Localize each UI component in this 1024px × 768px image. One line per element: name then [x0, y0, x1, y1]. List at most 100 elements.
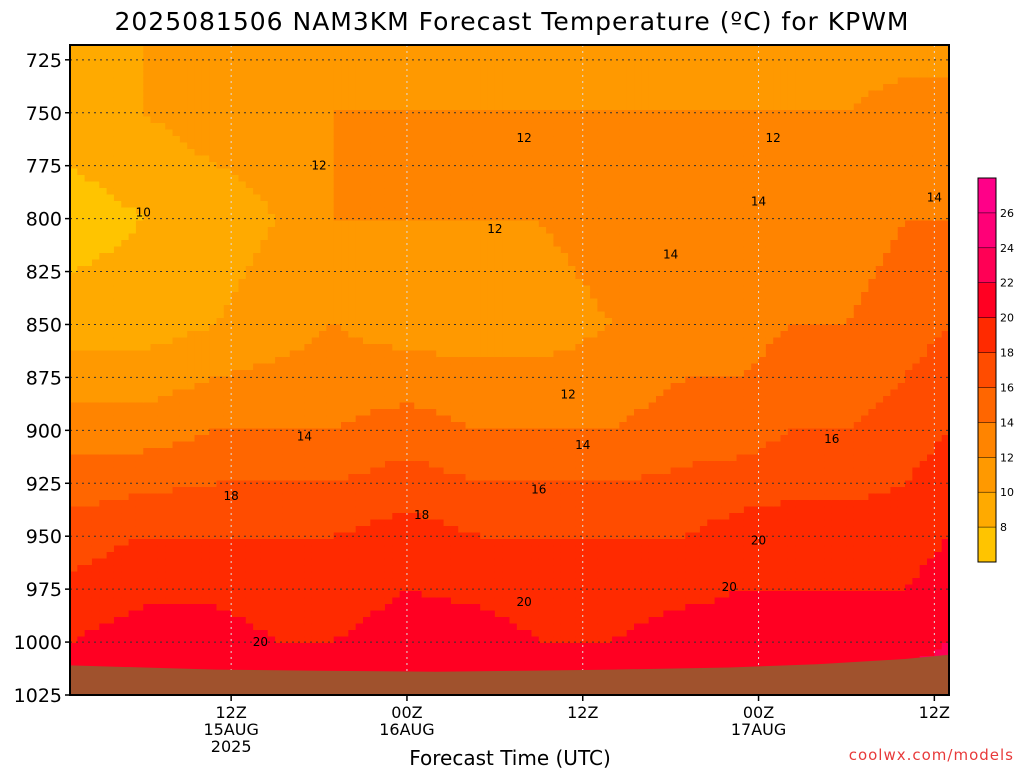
- temperature-cell: [238, 220, 247, 228]
- temperature-cell: [399, 220, 408, 228]
- temperature-cell: [209, 435, 218, 443]
- temperature-cell: [377, 266, 386, 274]
- temperature-cell: [333, 227, 342, 235]
- temperature-cell: [377, 487, 386, 495]
- temperature-cell: [297, 604, 305, 612]
- temperature-cell: [70, 90, 78, 98]
- temperature-cell: [399, 337, 408, 345]
- temperature-cell: [194, 532, 203, 540]
- temperature-cell: [370, 259, 379, 267]
- temperature-cell: [216, 617, 225, 625]
- temperature-cell: [77, 97, 86, 105]
- temperature-cell: [289, 305, 298, 313]
- temperature-cell: [267, 253, 276, 261]
- temperature-cell: [143, 311, 152, 319]
- temperature-cell: [150, 636, 159, 644]
- temperature-cell: [333, 350, 342, 358]
- temperature-cell: [223, 110, 232, 118]
- temperature-cell: [187, 396, 196, 404]
- temperature-cell: [414, 90, 423, 98]
- temperature-cell: [414, 623, 423, 631]
- temperature-cell: [157, 168, 166, 176]
- temperature-cell: [384, 454, 393, 462]
- temperature-cell: [135, 656, 144, 664]
- temperature-cell: [172, 604, 181, 612]
- temperature-cell: [121, 194, 130, 202]
- temperature-cell: [128, 175, 137, 183]
- temperature-cell: [392, 623, 401, 631]
- temperature-cell: [275, 64, 284, 72]
- temperature-cell: [150, 311, 159, 319]
- temperature-cell: [363, 519, 371, 527]
- temperature-cell: [216, 285, 225, 293]
- temperature-cell: [238, 500, 247, 508]
- temperature-cell: [414, 227, 423, 235]
- temperature-cell: [304, 487, 313, 495]
- temperature-cell: [223, 480, 232, 488]
- temperature-cell: [150, 357, 159, 365]
- temperature-cell: [201, 311, 210, 319]
- temperature-cell: [143, 506, 152, 514]
- temperature-cell: [209, 311, 218, 319]
- temperature-cell: [77, 64, 86, 72]
- temperature-cell: [333, 636, 342, 644]
- temperature-cell: [157, 207, 166, 215]
- temperature-cell: [297, 142, 305, 150]
- temperature-cell: [289, 636, 298, 644]
- temperature-cell: [275, 656, 284, 664]
- temperature-cell: [187, 292, 196, 300]
- temperature-cell: [106, 240, 115, 248]
- temperature-cell: [77, 116, 86, 124]
- temperature-cell: [70, 123, 78, 131]
- temperature-cell: [414, 207, 423, 215]
- temperature-cell: [341, 175, 349, 183]
- temperature-cell: [128, 51, 137, 59]
- temperature-cell: [238, 175, 247, 183]
- temperature-cell: [392, 363, 401, 371]
- temperature-cell: [384, 129, 393, 137]
- temperature-cell: [91, 129, 100, 137]
- temperature-cell: [238, 409, 247, 417]
- temperature-cell: [106, 246, 115, 254]
- temperature-cell: [143, 545, 152, 553]
- temperature-cell: [399, 129, 408, 137]
- temperature-cell: [414, 149, 423, 157]
- temperature-cell: [304, 402, 313, 410]
- temperature-cell: [135, 662, 144, 670]
- temperature-cell: [260, 474, 269, 482]
- temperature-cell: [428, 604, 437, 612]
- temperature-cell: [209, 279, 218, 287]
- temperature-cell: [216, 591, 225, 599]
- temperature-cell: [194, 662, 203, 670]
- temperature-cell: [363, 136, 371, 144]
- temperature-cell: [267, 344, 276, 352]
- temperature-cell: [231, 337, 240, 345]
- temperature-cell: [143, 201, 152, 209]
- temperature-cell: [99, 292, 108, 300]
- temperature-cell: [392, 259, 401, 267]
- temperature-cell: [319, 58, 327, 66]
- temperature-cell: [231, 90, 240, 98]
- temperature-cell: [326, 344, 335, 352]
- temperature-cell: [406, 617, 415, 625]
- temperature-cell: [341, 220, 349, 228]
- temperature-cell: [406, 155, 415, 163]
- temperature-cell: [157, 500, 166, 508]
- temperature-cell: [260, 266, 269, 274]
- temperature-cell: [150, 545, 159, 553]
- temperature-cell: [84, 155, 93, 163]
- temperature-cell: [282, 84, 291, 92]
- temperature-cell: [363, 233, 371, 241]
- temperature-cell: [311, 90, 320, 98]
- temperature-cell: [179, 630, 188, 638]
- temperature-cell: [201, 467, 210, 475]
- temperature-cell: [106, 526, 115, 534]
- temperature-cell: [70, 506, 78, 514]
- temperature-cell: [99, 162, 108, 170]
- temperature-cell: [77, 201, 86, 209]
- temperature-cell: [113, 474, 122, 482]
- temperature-cell: [297, 331, 305, 339]
- temperature-cell: [143, 623, 152, 631]
- temperature-cell: [289, 97, 298, 105]
- temperature-cell: [384, 415, 393, 423]
